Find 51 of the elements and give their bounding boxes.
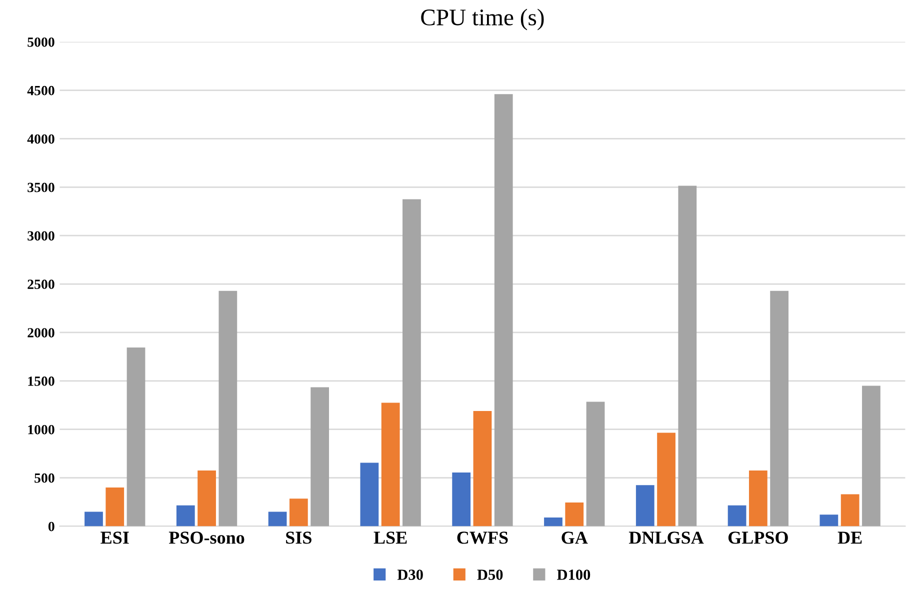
- bar: [473, 410, 492, 526]
- x-tick-label: PSO-sono: [168, 532, 244, 544]
- bar: [198, 470, 216, 526]
- y-tick-label: 500: [34, 473, 54, 483]
- bar: [360, 462, 379, 526]
- bar: [586, 402, 605, 526]
- x-tick-label: CWFS: [457, 532, 508, 544]
- x-tick-label: ESI: [100, 532, 129, 544]
- bar: [544, 518, 562, 526]
- legend-label: D100: [557, 570, 590, 580]
- bar: [126, 348, 146, 526]
- x-tick-label: GA: [562, 532, 588, 544]
- bar: [748, 470, 768, 526]
- y-tick-label: 2000: [28, 328, 54, 338]
- x-tick-label: LSE: [374, 532, 407, 544]
- y-tick-label: 3000: [28, 231, 54, 241]
- bar: [310, 387, 329, 526]
- y-tick-label: 0: [48, 522, 54, 532]
- bar: [820, 514, 838, 526]
- bar: [565, 502, 584, 526]
- x-tick-label: SIS: [286, 532, 312, 544]
- bar: [728, 505, 746, 526]
- bar: [678, 186, 697, 526]
- y-tick-label: 5000: [28, 37, 54, 47]
- y-tick-label: 4000: [27, 134, 54, 144]
- bar: [106, 487, 124, 526]
- bar: [289, 498, 308, 526]
- x-tick-label: GLPSO: [728, 532, 788, 544]
- bar: [268, 512, 287, 526]
- bar: [218, 290, 238, 526]
- bar: [862, 386, 880, 526]
- bar: [402, 199, 421, 526]
- bar: [84, 512, 103, 526]
- legend-label: D30: [397, 570, 423, 580]
- chart-title: CPU time (s): [421, 8, 544, 30]
- y-tick-label: 2500: [28, 280, 54, 290]
- bar: [176, 505, 195, 526]
- bar: [452, 472, 471, 526]
- y-tick-label: 1000: [28, 424, 54, 434]
- legend-label: D50: [477, 570, 503, 580]
- y-tick-label: 4500: [27, 86, 54, 96]
- y-tick-label: 1500: [28, 376, 54, 386]
- bar: [494, 94, 513, 526]
- bar: [636, 485, 654, 526]
- bar: [840, 494, 860, 526]
- y-tick-label: 3500: [28, 182, 54, 192]
- bar: [381, 402, 400, 526]
- x-tick-label: DNLGSA: [628, 532, 704, 544]
- x-tick-label: DE: [838, 532, 862, 544]
- bar: [770, 290, 788, 526]
- bar: [657, 432, 676, 526]
